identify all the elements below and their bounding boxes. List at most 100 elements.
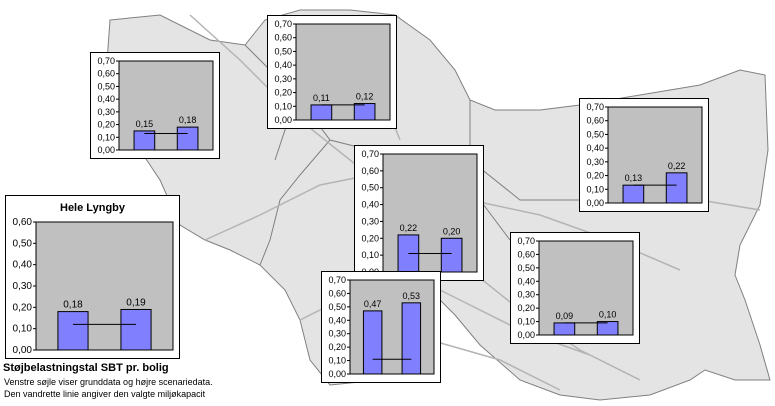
chart-east: 0,70 0,60 0,50 0,40 0,30 0,20 0,10 0,00 0,13 0,22 (579, 98, 709, 212)
y-tick-label: 0,00 (274, 115, 292, 125)
y-tick-label: 0,10 (274, 101, 292, 111)
y-tick-label: 0,50 (328, 302, 346, 312)
bar-value-label: 0,18 (179, 115, 197, 125)
y-tick-label: 0,00 (517, 330, 535, 340)
y-tick-label: 0,40 (517, 276, 535, 286)
y-tick-label: 0,30 (13, 281, 33, 292)
bar (133, 130, 156, 151)
plot-area (607, 106, 703, 204)
y-tick-label: 0,60 (97, 69, 115, 79)
bar (57, 311, 89, 351)
bar (120, 308, 152, 351)
y-tick-label: 0,10 (361, 250, 379, 260)
bar (622, 184, 645, 204)
legend-description-line-1: Venstre søjle viser grunddata og højre s… (4, 377, 213, 387)
y-tick-label: 0,00 (13, 345, 33, 356)
chart-svg: 0,70 0,60 0,50 0,40 0,30 0,20 0,10 0,00 0,13 0,22 (586, 102, 703, 208)
chart-svg: 0,700,600,500,400,300,200,100,000,220,20 (361, 149, 478, 277)
chart-svg: 0,70 0,60 0,50 0,40 0,30 0,20 0,10 0,00 0,47 0,53 (328, 275, 435, 379)
bar (596, 321, 619, 336)
y-tick-label: 0,20 (328, 342, 346, 352)
y-tick-label: 0,30 (361, 216, 379, 226)
y-tick-label: 0,60 (328, 288, 346, 298)
chart-south: 0,70 0,60 0,50 0,40 0,30 0,20 0,10 0,00 0,47 0,53 (321, 271, 441, 383)
y-tick-label: 0,40 (328, 315, 346, 325)
bar (440, 237, 463, 273)
chart-svg: 0,70 0,60 0,50 0,40 0,30 0,20 0,10 0,00 0,09 0,10 (517, 236, 634, 340)
bar (553, 322, 576, 336)
bar (362, 310, 383, 375)
chart-center: 0,700,600,500,400,300,200,100,000,220,20 (354, 145, 484, 281)
y-tick-label: 0,20 (13, 302, 33, 313)
y-tick-label: 0,50 (13, 238, 33, 249)
plot-area (35, 221, 174, 351)
y-tick-label: 0,40 (97, 94, 115, 104)
y-tick-label: 0,30 (517, 290, 535, 300)
y-tick-label: 0,40 (586, 143, 604, 153)
y-tick-label: 0,70 (517, 236, 535, 246)
bar-value-label: 0,15 (136, 119, 154, 129)
plot-area (382, 153, 478, 273)
bar-value-label: 0,53 (403, 291, 421, 301)
y-tick-label: 0,70 (586, 102, 604, 112)
y-tick-label: 0,70 (97, 56, 115, 66)
bar-value-label: 0,10 (599, 310, 617, 320)
y-tick-label: 0,70 (274, 19, 292, 29)
y-tick-label: 0,20 (517, 303, 535, 313)
y-tick-label: 0,30 (328, 329, 346, 339)
chart-svg: Hele Lyngby 0,60 0,50 0,40 0,30 0,20 0,10 0,00 0… (13, 202, 174, 356)
y-tick-label: 0,10 (97, 132, 115, 142)
y-tick-label: 0,60 (13, 217, 33, 228)
chart-svg: 0,70 0,60 0,50 0,40 0,30 0,20 0,10 0,00 0,15 0,18 (97, 56, 214, 155)
bar (665, 172, 688, 204)
y-tick-label: 0,70 (328, 275, 346, 285)
bar-value-label: 0,22 (668, 161, 686, 171)
y-tick-label: 0,40 (274, 60, 292, 70)
bar-value-label: 0,11 (313, 93, 330, 103)
y-tick-label: 0,30 (274, 74, 292, 84)
y-tick-label: 0,50 (586, 129, 604, 139)
y-tick-label: 0,50 (361, 183, 379, 193)
y-tick-label: 0,60 (361, 166, 379, 176)
bar-value-label: 0,22 (400, 223, 418, 233)
y-tick-label: 0,60 (517, 249, 535, 259)
plot-area (118, 60, 214, 151)
bar-value-label: 0,18 (63, 300, 83, 311)
y-tick-label: 0,20 (97, 120, 115, 130)
chart-svg: 0,70 0,60 0,50 0,40 0,30 0,20 0,10 0,00 0,11 0,12 (274, 19, 391, 125)
y-tick-label: 0,10 (328, 356, 346, 366)
y-tick-label: 0,40 (361, 200, 379, 210)
y-tick-label: 0,20 (586, 171, 604, 181)
y-tick-label: 0,60 (586, 116, 604, 126)
y-tick-label: 0,70 (361, 149, 379, 159)
bar (310, 104, 333, 121)
bar-value-label: 0,19 (126, 297, 146, 308)
bar (176, 126, 199, 151)
y-tick-label: 0,10 (586, 184, 604, 194)
y-tick-label: 0,20 (361, 233, 379, 243)
bar-value-label: 0,12 (356, 92, 374, 102)
chart-north-west: 0,70 0,60 0,50 0,40 0,30 0,20 0,10 0,00 0,15 0,18 (90, 52, 220, 159)
plot-area (295, 23, 391, 121)
plot-area (538, 240, 634, 336)
bar-value-label: 0,13 (625, 173, 643, 183)
legend-description-line-2: Den vandrette linie angiver den valgte m… (4, 389, 206, 399)
chart-south-east: 0,70 0,60 0,50 0,40 0,30 0,20 0,10 0,00 0,09 0,10 (510, 232, 640, 344)
bar-value-label: 0,47 (364, 299, 382, 309)
y-tick-label: 0,30 (97, 107, 115, 117)
y-tick-label: 0,50 (274, 46, 292, 56)
y-tick-label: 0,40 (13, 260, 33, 271)
legend-title: Støjbelastningstal SBT pr. bolig (3, 362, 169, 374)
y-tick-label: 0,10 (13, 324, 33, 335)
bar (353, 103, 376, 121)
chart-hele-lyngby: Hele Lyngby 0,60 0,50 0,40 0,30 0,20 0,10 0,00 0… (5, 195, 180, 359)
plot-area (349, 279, 435, 375)
bar (401, 302, 422, 375)
y-tick-label: 0,00 (97, 145, 115, 155)
bar-value-label: 0,09 (556, 311, 574, 321)
chart-title: Hele Lyngby (60, 202, 126, 214)
y-tick-label: 0,50 (97, 81, 115, 91)
y-tick-label: 0,60 (274, 33, 292, 43)
y-tick-label: 0,10 (517, 317, 535, 327)
y-tick-label: 0,30 (586, 157, 604, 167)
